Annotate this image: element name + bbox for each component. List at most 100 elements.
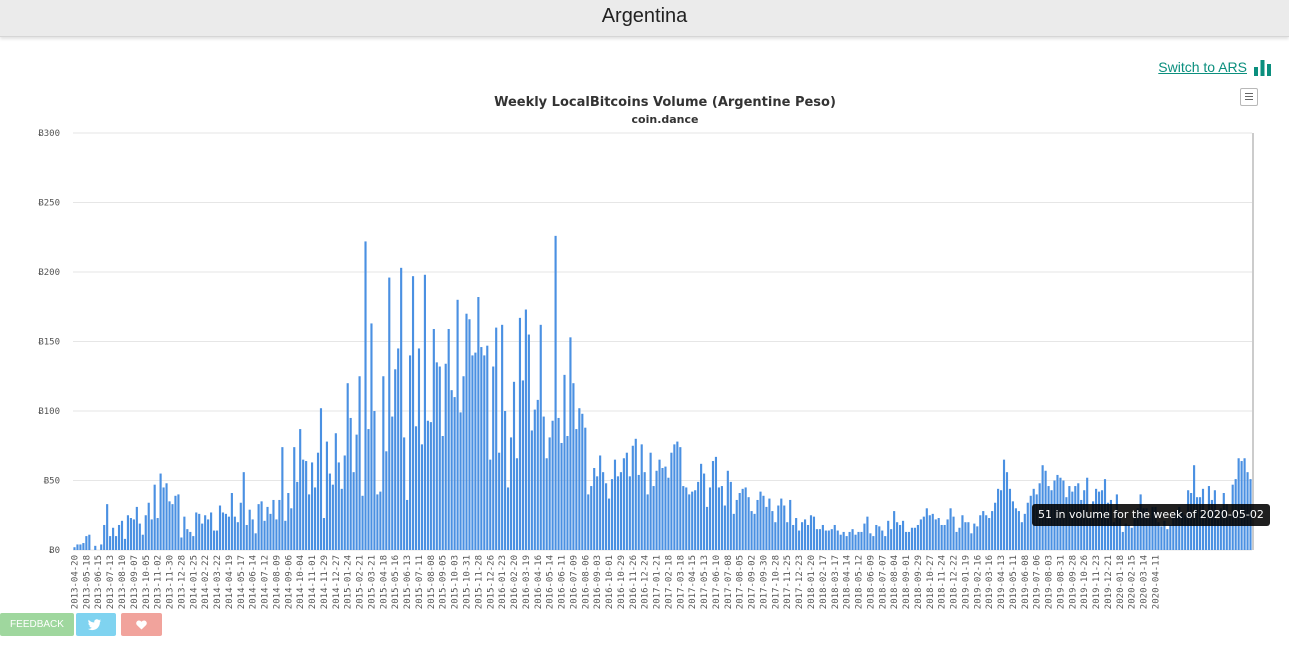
- feedback-button[interactable]: FEEDBACK: [0, 613, 74, 636]
- volume-bar[interactable]: [269, 513, 272, 550]
- volume-bar[interactable]: [438, 366, 441, 550]
- volume-bar[interactable]: [1124, 523, 1127, 550]
- volume-bar[interactable]: [126, 515, 130, 550]
- volume-bar[interactable]: [1184, 515, 1187, 550]
- volume-bar[interactable]: [293, 447, 296, 550]
- volume-bar[interactable]: [453, 397, 456, 550]
- volume-bar[interactable]: [572, 383, 575, 550]
- volume-bar[interactable]: [1228, 515, 1231, 550]
- volume-bar[interactable]: [919, 519, 922, 550]
- volume-bar[interactable]: [578, 408, 581, 550]
- volume-bar[interactable]: [717, 487, 720, 550]
- volume-bar[interactable]: [973, 523, 976, 550]
- volume-bar[interactable]: [1127, 524, 1130, 550]
- volume-bar[interactable]: [584, 427, 587, 550]
- volume-bar[interactable]: [299, 429, 302, 550]
- volume-bar[interactable]: [254, 533, 257, 550]
- volume-bar[interactable]: [400, 267, 403, 550]
- volume-bar[interactable]: [429, 422, 432, 550]
- volume-bar[interactable]: [114, 536, 118, 550]
- volume-bar[interactable]: [489, 459, 492, 550]
- volume-bar[interactable]: [346, 383, 349, 550]
- volume-bar[interactable]: [988, 518, 991, 550]
- volume-bar[interactable]: [135, 506, 138, 550]
- volume-bar[interactable]: [643, 472, 646, 550]
- volume-bar[interactable]: [325, 441, 328, 550]
- volume-bar[interactable]: [928, 515, 931, 550]
- volume-bar[interactable]: [120, 520, 124, 550]
- volume-bar[interactable]: [435, 362, 438, 550]
- volume-bar[interactable]: [414, 426, 418, 550]
- volume-bar[interactable]: [744, 487, 747, 550]
- volume-bar[interactable]: [251, 519, 254, 550]
- volume-bar[interactable]: [355, 434, 358, 550]
- volume-bar[interactable]: [82, 543, 85, 550]
- volume-bar[interactable]: [1181, 512, 1184, 550]
- volume-bar[interactable]: [878, 526, 881, 550]
- volume-bar[interactable]: [1148, 518, 1151, 550]
- volume-bar[interactable]: [860, 531, 863, 550]
- volume-bar[interactable]: [792, 524, 795, 550]
- volume-bar[interactable]: [1172, 516, 1175, 550]
- volume-bar[interactable]: [851, 529, 854, 550]
- volume-bar[interactable]: [896, 522, 899, 550]
- volume-bar[interactable]: [655, 470, 658, 550]
- volume-bar[interactable]: [899, 524, 902, 550]
- volume-bar[interactable]: [423, 274, 426, 550]
- volume-bar[interactable]: [536, 399, 539, 550]
- volume-bar[interactable]: [1142, 508, 1145, 550]
- volume-bar[interactable]: [1157, 522, 1160, 550]
- volume-bar[interactable]: [703, 473, 706, 550]
- volume-bar[interactable]: [233, 516, 236, 550]
- volume-bar[interactable]: [738, 493, 741, 550]
- volume-bar[interactable]: [334, 433, 337, 550]
- volume-bar[interactable]: [361, 495, 364, 550]
- volume-bar[interactable]: [667, 477, 670, 550]
- volume-bar[interactable]: [976, 526, 979, 550]
- volume-bar[interactable]: [1151, 506, 1154, 550]
- volume-bar[interactable]: [337, 462, 340, 550]
- volume-bar[interactable]: [599, 455, 602, 550]
- volume-bar[interactable]: [946, 519, 949, 550]
- volume-bar[interactable]: [266, 506, 269, 550]
- volume-bar[interactable]: [777, 505, 780, 550]
- volume-bar[interactable]: [308, 494, 311, 550]
- volume-bar[interactable]: [364, 241, 367, 551]
- volume-bar[interactable]: [765, 506, 768, 550]
- volume-bar[interactable]: [708, 487, 712, 550]
- volume-bar[interactable]: [112, 527, 115, 550]
- volume-bar[interactable]: [168, 501, 171, 550]
- volume-bar[interactable]: [569, 337, 572, 550]
- volume-bar[interactable]: [248, 509, 251, 550]
- volume-bar[interactable]: [866, 516, 869, 550]
- volume-bar[interactable]: [887, 520, 890, 550]
- volume-bar[interactable]: [720, 486, 723, 550]
- volume-bar[interactable]: [397, 348, 400, 550]
- volume-bar[interactable]: [272, 499, 275, 550]
- volume-bar[interactable]: [391, 416, 394, 550]
- volume-bar[interactable]: [774, 522, 777, 550]
- volume-bar[interactable]: [322, 518, 326, 550]
- volume-bar[interactable]: [504, 411, 507, 550]
- volume-bar[interactable]: [1160, 526, 1163, 550]
- volume-bar[interactable]: [622, 458, 625, 550]
- volume-bar[interactable]: [673, 444, 676, 550]
- volume-bar[interactable]: [1112, 522, 1115, 550]
- volume-bar[interactable]: [827, 530, 830, 550]
- volume-bar[interactable]: [218, 505, 222, 550]
- volume-bar[interactable]: [557, 417, 560, 550]
- volume-bar[interactable]: [943, 524, 946, 550]
- volume-bar[interactable]: [916, 524, 919, 550]
- volume-bar[interactable]: [991, 511, 994, 550]
- volume-bar[interactable]: [824, 530, 827, 550]
- volume-bar[interactable]: [524, 309, 527, 550]
- volume-bar[interactable]: [922, 516, 925, 550]
- volume-bar[interactable]: [872, 536, 875, 550]
- switch-currency-link[interactable]: Switch to ARS: [1158, 59, 1247, 75]
- volume-bar[interactable]: [319, 408, 323, 550]
- volume-bar[interactable]: [955, 531, 958, 550]
- volume-bar[interactable]: [441, 436, 444, 550]
- volume-bar[interactable]: [893, 511, 896, 550]
- volume-bar[interactable]: [509, 437, 513, 550]
- volume-bar[interactable]: [789, 499, 792, 550]
